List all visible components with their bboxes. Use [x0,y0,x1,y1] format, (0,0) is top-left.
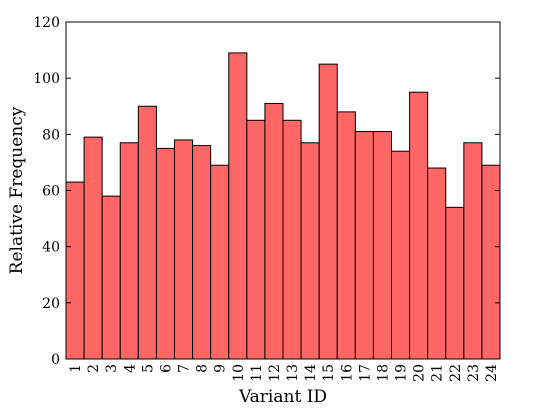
x-tick-label: 11 [249,364,265,382]
bar-15 [318,63,338,360]
bar-4 [119,142,139,360]
x-tick-label: 3 [104,364,120,373]
y-tick-label: 40 [42,240,60,256]
y-axis-ticks: 0 20 40 60 80 100 120 [33,15,500,368]
bar-2 [83,136,103,360]
bar-18 [372,131,392,360]
y-tick-label: 80 [42,127,60,143]
y-tick-label: 0 [51,352,60,368]
x-tick-label: 19 [394,364,410,382]
bar-13 [282,119,302,360]
x-tick-label: 21 [430,364,446,382]
x-tick-label: 22 [448,364,464,382]
bar-22 [445,206,465,360]
x-tick-label: 8 [195,364,211,373]
x-tick-label: 9 [213,364,229,373]
x-tick-label: 18 [375,364,391,382]
x-tick-label: 4 [122,364,138,373]
y-tick-label: 60 [42,184,60,200]
bar-8 [192,145,212,360]
x-axis-label: Variant ID [238,387,327,407]
bar-11 [246,119,266,360]
bar-21 [427,167,447,360]
x-tick-label: 16 [339,364,355,382]
bar-9 [210,164,230,360]
x-tick-label: 15 [321,364,337,382]
bar-7 [174,139,194,360]
x-axis-ticks: 1 2 3 4 5 6 7 8 9 10 11 12 13 14 15 16 17 18 19 20 21 22 23 24 [68,364,500,382]
x-tick-label: 23 [466,364,482,382]
bar-20 [409,91,429,360]
bars [65,52,501,360]
plot-frame [65,21,501,360]
x-tick-label: 14 [303,364,319,382]
y-tick-label: 120 [33,15,60,31]
x-tick-label: 2 [86,364,102,373]
x-tick-label: 20 [412,364,428,382]
bar-23 [463,142,483,360]
y-axis-label: Relative Frequency [7,106,27,274]
bar-14 [300,142,320,360]
y-tick-label: 20 [42,296,60,312]
y-tick-label: 100 [33,71,60,87]
bar-17 [354,131,374,360]
bar-10 [228,52,248,360]
bar-6 [155,147,176,360]
bar-1 [65,181,85,360]
x-tick-label: 7 [177,364,193,373]
bar-3 [101,195,121,360]
x-tick-label: 5 [140,364,156,373]
bar-16 [336,111,356,360]
x-tick-label: 17 [357,364,373,382]
x-tick-label: 6 [158,364,174,373]
x-tick-label: 24 [484,364,500,382]
bar-19 [391,150,411,360]
bar-12 [264,102,284,360]
x-tick-label: 13 [285,364,301,382]
x-tick-label: 10 [231,364,247,382]
x-tick-label: 1 [68,364,84,373]
x-tick-label: 12 [267,364,283,382]
bar-5 [137,105,157,360]
bar-24 [481,164,501,360]
